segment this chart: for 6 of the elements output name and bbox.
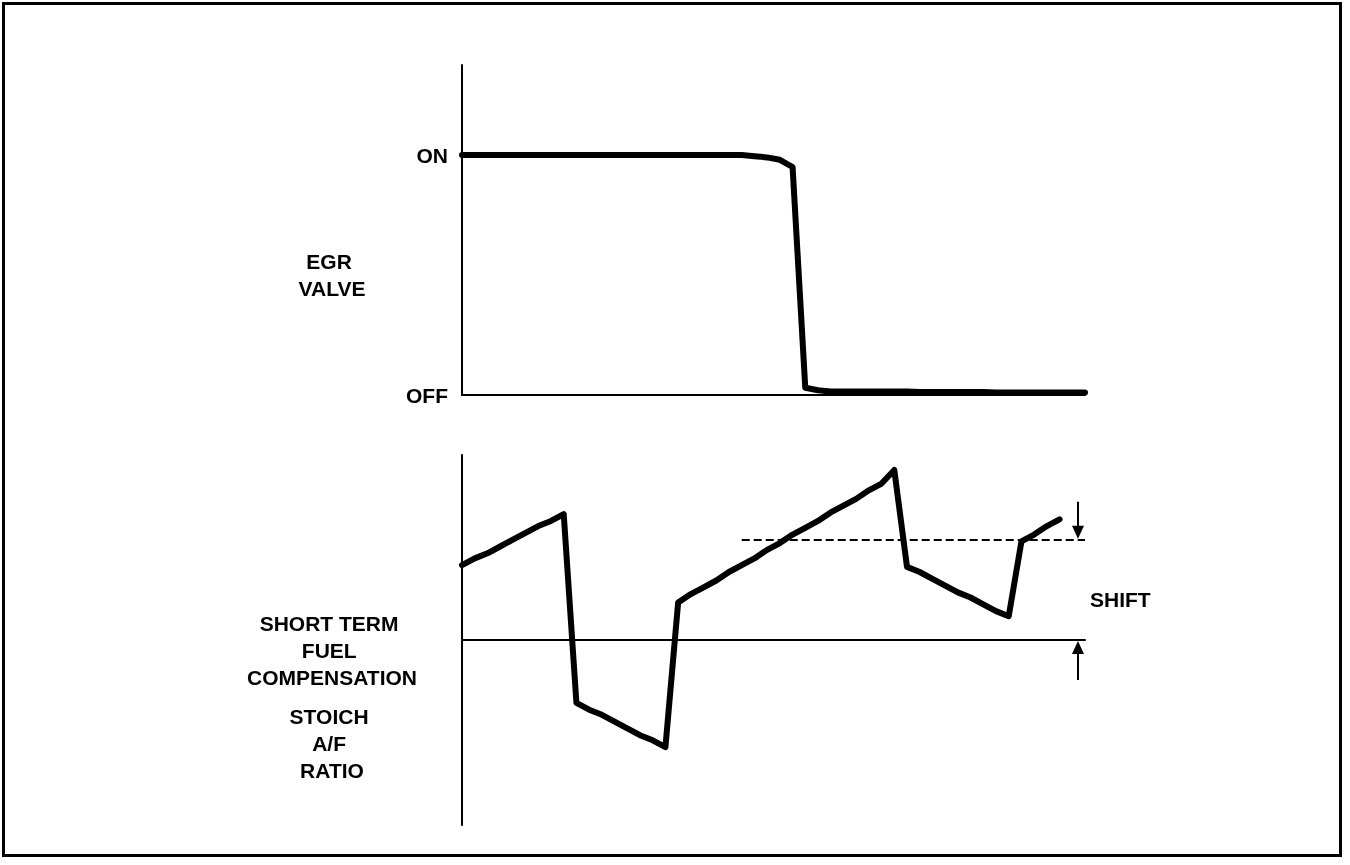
- text: OFF: [406, 383, 449, 407]
- text: SHIFT: [1090, 588, 1151, 612]
- y-axis-title: SHORT TERM FUEL COMPENSATION: [247, 611, 417, 689]
- text: ON: [416, 143, 448, 167]
- y-axis-title: EGR VALVE: [298, 250, 366, 300]
- ref-line-label: STOICH A/F RATIO: [289, 704, 375, 782]
